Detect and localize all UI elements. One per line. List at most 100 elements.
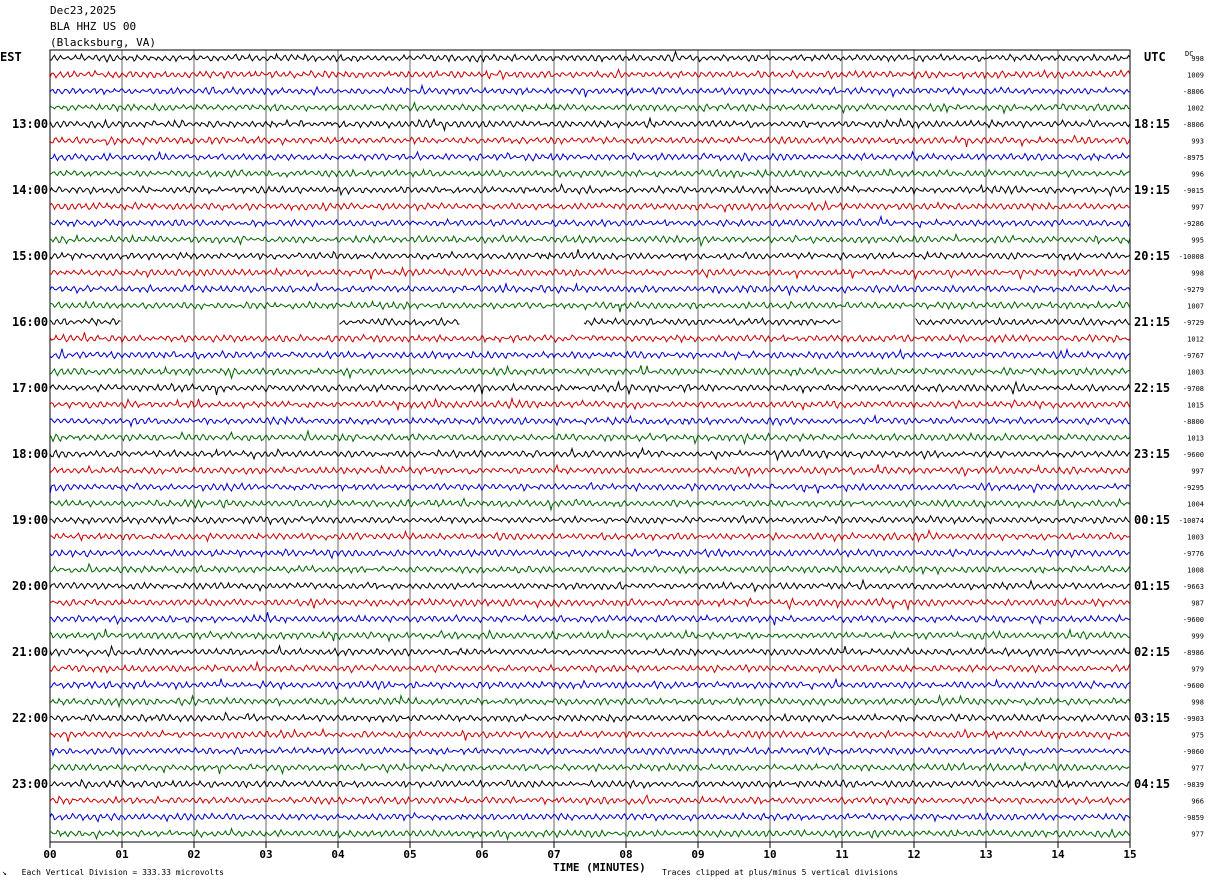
left-hour-label: 21:00 bbox=[12, 645, 48, 659]
dc-header-label: DC bbox=[1185, 50, 1194, 58]
trace-line bbox=[49, 496, 1131, 512]
right-hour-label: 01:15 bbox=[1134, 579, 1170, 593]
axis-labels: 00 01 02 03 04 05 06 07 08 09 10 11 12 13 14 15 998 1009 -… bbox=[12, 55, 1204, 861]
trace-line bbox=[49, 627, 1131, 643]
dc-offset-label: -9776 bbox=[1183, 550, 1204, 558]
plot-frame bbox=[49, 49, 1131, 843]
dc-offset-label: -10074 bbox=[1179, 517, 1204, 525]
dc-offset-label: -9729 bbox=[1183, 319, 1204, 327]
trace-line bbox=[49, 746, 1131, 757]
trace-line bbox=[49, 547, 1130, 560]
station-code: BLA HHZ US 00 bbox=[50, 20, 137, 33]
trace-line bbox=[49, 481, 1131, 495]
dc-offset-label: -9600 bbox=[1183, 451, 1204, 459]
trace-line bbox=[49, 429, 1131, 446]
trace-line bbox=[49, 396, 1131, 412]
trace-line bbox=[49, 68, 1131, 81]
dc-offset-label: 979 bbox=[1191, 666, 1204, 674]
right-hour-label: 22:15 bbox=[1134, 381, 1170, 395]
dc-offset-label: 999 bbox=[1191, 633, 1204, 641]
trace-line bbox=[49, 134, 1131, 148]
dc-offset-label: 966 bbox=[1191, 798, 1204, 806]
dc-offset-label: -9839 bbox=[1183, 781, 1204, 789]
left-hour-label: 14:00 bbox=[12, 183, 48, 197]
trace-line bbox=[49, 199, 1131, 214]
left-hour-label: 17:00 bbox=[12, 381, 48, 395]
dc-offset-label: 998 bbox=[1191, 699, 1204, 707]
trace-line bbox=[49, 693, 1131, 709]
trace-line bbox=[49, 249, 1131, 262]
dc-offset-label: 1003 bbox=[1187, 534, 1204, 542]
dc-offset-label: 1013 bbox=[1187, 435, 1204, 443]
trace-line bbox=[49, 364, 1131, 381]
dc-offset-label: 998 bbox=[1191, 270, 1204, 278]
dc-offset-label: 975 bbox=[1191, 732, 1204, 740]
x-tick-label: 15 bbox=[1123, 848, 1136, 861]
left-hour-label: 18:00 bbox=[12, 447, 48, 461]
trace-line bbox=[49, 281, 1131, 297]
x-tick-label: 03 bbox=[259, 848, 272, 861]
right-hour-label: 03:15 bbox=[1134, 711, 1170, 725]
right-hour-label: 21:15 bbox=[1134, 315, 1170, 329]
trace-line bbox=[49, 811, 1131, 823]
dc-offset-label: 1012 bbox=[1187, 336, 1204, 344]
x-tick-label: 08 bbox=[619, 848, 632, 861]
trace-line bbox=[49, 528, 1131, 543]
dc-offset-label: -9286 bbox=[1183, 220, 1204, 228]
trace-line bbox=[49, 49, 1131, 64]
trace-line bbox=[49, 265, 1131, 281]
trace-line bbox=[49, 168, 1131, 179]
trace-line bbox=[49, 413, 1131, 429]
right-hour-label: 04:15 bbox=[1134, 777, 1170, 791]
dc-offset-label: 996 bbox=[1191, 171, 1204, 179]
dc-offset-label: 1002 bbox=[1187, 105, 1204, 113]
left-hour-label: 15:00 bbox=[12, 249, 48, 263]
x-tick-label: 00 bbox=[43, 848, 56, 861]
dc-offset-label: -9708 bbox=[1183, 385, 1204, 393]
dc-offset-label: -8975 bbox=[1183, 154, 1204, 162]
dc-offset-label: -9600 bbox=[1183, 682, 1204, 690]
x-tick-label: 05 bbox=[403, 848, 416, 861]
dc-offset-label: -8806 bbox=[1183, 121, 1204, 129]
dc-offset-label: -9015 bbox=[1183, 187, 1204, 195]
clip-note: Traces clipped at plus/minus 5 vertical … bbox=[662, 868, 899, 877]
trace-line bbox=[49, 794, 1131, 807]
trace-line bbox=[49, 463, 1131, 479]
dc-offset-label: -9903 bbox=[1183, 715, 1204, 723]
left-hour-label: 22:00 bbox=[12, 711, 48, 725]
trace-line bbox=[49, 380, 1131, 396]
trace-line bbox=[49, 83, 1131, 99]
dc-offset-label: 998 bbox=[1191, 55, 1204, 63]
trace-line bbox=[49, 100, 1131, 115]
trace-line bbox=[49, 677, 1131, 691]
trace-line bbox=[49, 596, 1131, 612]
x-tick-label: 04 bbox=[331, 848, 345, 861]
dc-offset-label: -8806 bbox=[1183, 88, 1204, 96]
dc-offset-label: -9060 bbox=[1183, 748, 1204, 756]
trace-line bbox=[49, 150, 1131, 162]
dc-offset-label: -9279 bbox=[1183, 286, 1204, 294]
scale-marker-icon: ↘ bbox=[2, 868, 7, 877]
left-hour-label: 23:00 bbox=[12, 777, 48, 791]
dc-offset-label: -8986 bbox=[1183, 649, 1204, 657]
trace-line bbox=[49, 578, 1131, 593]
dc-offset-label: 993 bbox=[1191, 138, 1204, 146]
trace-line bbox=[49, 347, 1131, 361]
trace-line bbox=[49, 612, 1130, 626]
dc-offset-label: -9767 bbox=[1183, 352, 1204, 360]
x-tick-label: 14 bbox=[1051, 848, 1065, 861]
trace-line bbox=[49, 316, 1131, 327]
dc-offset-label: 977 bbox=[1191, 765, 1204, 773]
trace-line bbox=[49, 332, 1131, 344]
station-location: (Blacksburg, VA) bbox=[50, 36, 156, 49]
x-tick-label: 10 bbox=[763, 848, 776, 861]
trace-line bbox=[49, 827, 1131, 842]
dc-offset-label: -9295 bbox=[1183, 484, 1204, 492]
right-hour-label: 20:15 bbox=[1134, 249, 1170, 263]
dc-offset-label: 1007 bbox=[1187, 303, 1204, 311]
trace-line bbox=[49, 116, 1131, 133]
left-timezone-label: EST bbox=[0, 50, 22, 64]
x-tick-label: 07 bbox=[547, 848, 560, 861]
trace-line bbox=[49, 299, 1131, 313]
